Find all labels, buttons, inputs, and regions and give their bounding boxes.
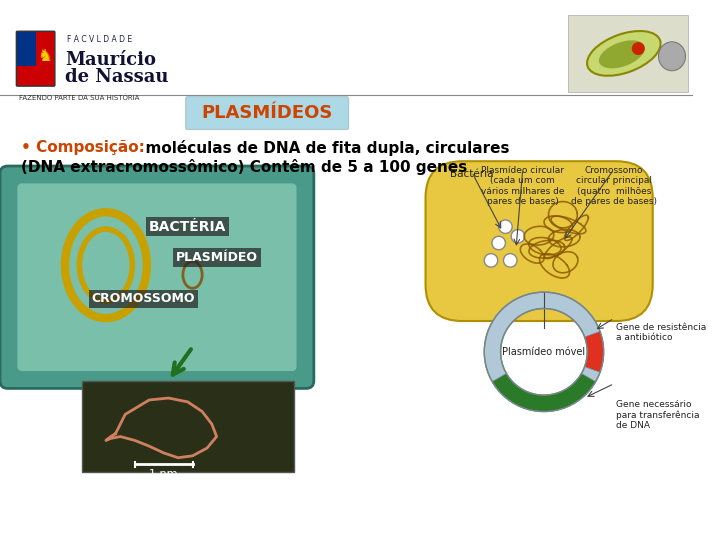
Circle shape <box>485 254 498 267</box>
Wedge shape <box>492 374 595 411</box>
Wedge shape <box>485 292 603 411</box>
Text: Plasmídeo móvel: Plasmídeo móvel <box>503 347 585 357</box>
Text: Maurício: Maurício <box>66 51 156 70</box>
Circle shape <box>503 254 517 267</box>
Text: Plasmídeo circular
(cada um com
vários milhares de
pares de bases): Plasmídeo circular (cada um com vários m… <box>481 166 564 206</box>
Text: Cromossomo
circular principal
(quatro  milhões
de pares de bases): Cromossomo circular principal (quatro mi… <box>571 166 657 206</box>
Text: (DNA extracromossômico) Contêm de 5 a 100 genes: (DNA extracromossômico) Contêm de 5 a 10… <box>21 159 467 176</box>
Text: moléculas de DNA de fita dupla, circulares: moléculas de DNA de fita dupla, circular… <box>135 140 509 156</box>
Bar <box>568 15 688 92</box>
Text: ♞: ♞ <box>37 48 52 65</box>
Text: Bactéria: Bactéria <box>450 169 493 179</box>
Text: FAZENDO PARTE DA SUA HISTÓRIA: FAZENDO PARTE DA SUA HISTÓRIA <box>19 95 140 102</box>
Ellipse shape <box>599 40 645 69</box>
Circle shape <box>492 237 505 250</box>
Ellipse shape <box>659 42 685 71</box>
Circle shape <box>499 220 512 233</box>
Text: PLASMÍDEO: PLASMÍDEO <box>176 251 258 264</box>
Ellipse shape <box>587 31 661 76</box>
Text: BACTÉRIA: BACTÉRIA <box>149 220 227 234</box>
Text: PLASMÍDEOS: PLASMÍDEOS <box>202 104 333 122</box>
FancyBboxPatch shape <box>186 97 348 130</box>
Bar <box>17 32 35 66</box>
FancyBboxPatch shape <box>17 184 297 371</box>
FancyBboxPatch shape <box>426 161 653 321</box>
FancyBboxPatch shape <box>17 31 55 86</box>
Text: Gene de resistência
a antibiótico: Gene de resistência a antibiótico <box>616 323 706 342</box>
Text: • Composição:: • Composição: <box>21 140 145 155</box>
Bar <box>82 381 294 472</box>
FancyBboxPatch shape <box>0 166 314 388</box>
Text: 1 nm: 1 nm <box>150 469 178 480</box>
Text: de Nassau: de Nassau <box>66 68 169 86</box>
Circle shape <box>511 230 525 243</box>
Circle shape <box>632 43 644 55</box>
Text: CROMOSSOMO: CROMOSSOMO <box>91 292 195 306</box>
Text: Gene necessário
para transferência
de DNA: Gene necessário para transferência de DN… <box>616 400 700 430</box>
Text: F A C V L D A D E: F A C V L D A D E <box>68 35 132 44</box>
Wedge shape <box>585 332 603 372</box>
